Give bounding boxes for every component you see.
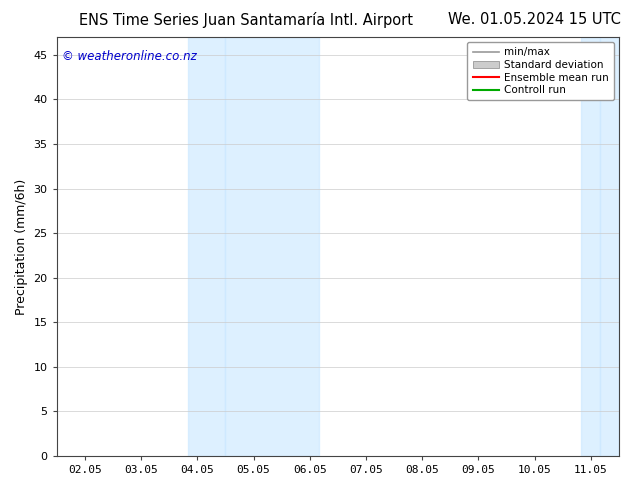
Bar [581, 37, 600, 456]
Bar [188, 37, 226, 456]
Y-axis label: Precipitation (mm/6h): Precipitation (mm/6h) [15, 178, 28, 315]
Legend: min/max, Standard deviation, Ensemble mean run, Controll run: min/max, Standard deviation, Ensemble me… [467, 42, 614, 100]
Text: © weatheronline.co.nz: © weatheronline.co.nz [62, 49, 197, 63]
Text: We. 01.05.2024 15 UTC: We. 01.05.2024 15 UTC [448, 12, 621, 27]
Bar [600, 37, 619, 456]
Bar [226, 37, 320, 456]
Text: ENS Time Series Juan Santamaría Intl. Airport: ENS Time Series Juan Santamaría Intl. Ai… [79, 12, 413, 28]
